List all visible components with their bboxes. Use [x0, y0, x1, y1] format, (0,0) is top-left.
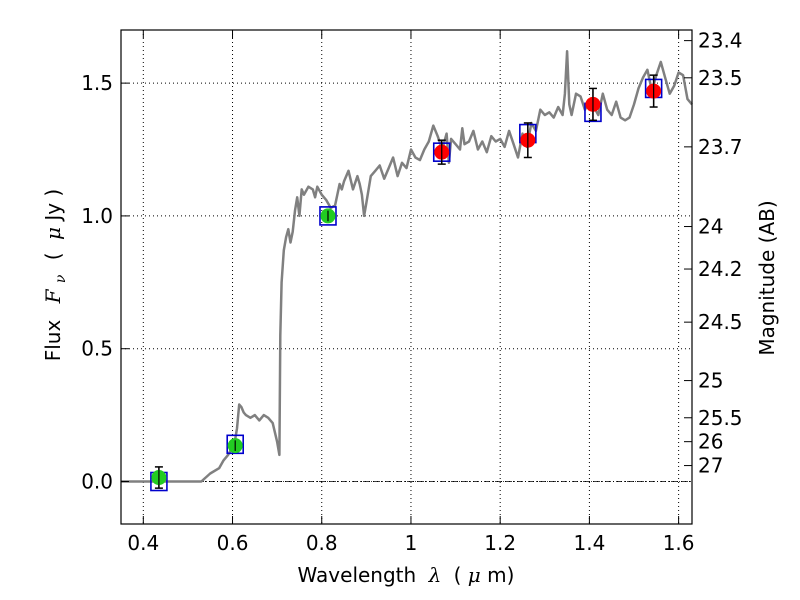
observation-1: [227, 438, 243, 454]
x-axis-label: Wavelength λ ( μ m): [298, 563, 515, 587]
y2-tick-label-9: 27: [698, 454, 723, 478]
y2-tick-label-2: 23.7: [698, 135, 743, 159]
observation-6: [646, 74, 662, 108]
y2-tick-label-1: 23.5: [698, 66, 743, 90]
y2-tick-label-0: 23.4: [698, 29, 743, 53]
y-axis-label-unit-rest: Jy ): [41, 189, 65, 223]
y-tick-label-1: 0.5: [81, 337, 113, 361]
x-tick-label-4: 1.2: [484, 531, 516, 555]
observation-5: [585, 87, 601, 122]
model-photometry-boxes: [150, 78, 663, 492]
y2-tick-label-7: 25.5: [698, 406, 743, 430]
model-box-2: [319, 206, 337, 226]
y2-tick-label-3: 24: [698, 215, 723, 239]
y2-tick-label-5: 24.5: [698, 310, 743, 334]
x-axis-ticks: 0.4 0.6 0.8 1 1.2 1.4 1.6: [127, 30, 695, 555]
observation-3: [434, 139, 450, 165]
y-axis-label-symbol: F: [41, 288, 65, 304]
y-axis-ticks: 0.0 0.5 1.0 1.5: [81, 71, 129, 494]
y-tick-label-3: 1.5: [81, 71, 113, 95]
observed-photometry: [151, 74, 662, 489]
observation-4: [520, 122, 536, 159]
model-sed: [121, 49, 693, 483]
observation-0: [151, 466, 167, 489]
x-axis-label-symbol: λ: [428, 563, 442, 587]
y-axis-label-unit-mu: μ: [41, 227, 65, 240]
y-tick-label-0: 0.0: [81, 470, 113, 494]
x-axis-label-unit-rest: m): [487, 563, 514, 587]
x-tick-label-0: 0.4: [127, 531, 159, 555]
y-axis-label: Flux F ν ( μ Jy ): [41, 189, 70, 362]
y2-tick-label-8: 26: [698, 430, 723, 454]
y-axis-label-text: Flux: [41, 320, 65, 362]
y2-tick-label-6: 25: [698, 369, 723, 393]
y2-tick-label-4: 24.2: [698, 257, 743, 281]
y-axis-label-unit-open: (: [41, 252, 65, 260]
x-tick-label-5: 1.4: [573, 531, 605, 555]
x-axis-label-text: Wavelength: [298, 563, 417, 587]
y2-axis-label: Magnitude (AB): [755, 200, 779, 355]
model-sed-line: [121, 49, 693, 483]
y-tick-label-2: 1.0: [81, 204, 113, 228]
x-tick-label-2: 0.8: [306, 531, 338, 555]
plot-frame: [120, 29, 693, 525]
model-box-1: [226, 434, 244, 455]
observation-2: [320, 208, 336, 224]
x-tick-label-6: 1.6: [663, 531, 695, 555]
x-axis-label-unit-mu: μ: [468, 563, 481, 587]
x-tick-label-3: 1: [405, 531, 418, 555]
x-axis-label-unit-open: (: [454, 563, 462, 587]
y-axis-label-subscript: ν: [53, 274, 69, 283]
x-tick-label-1: 0.6: [217, 531, 249, 555]
